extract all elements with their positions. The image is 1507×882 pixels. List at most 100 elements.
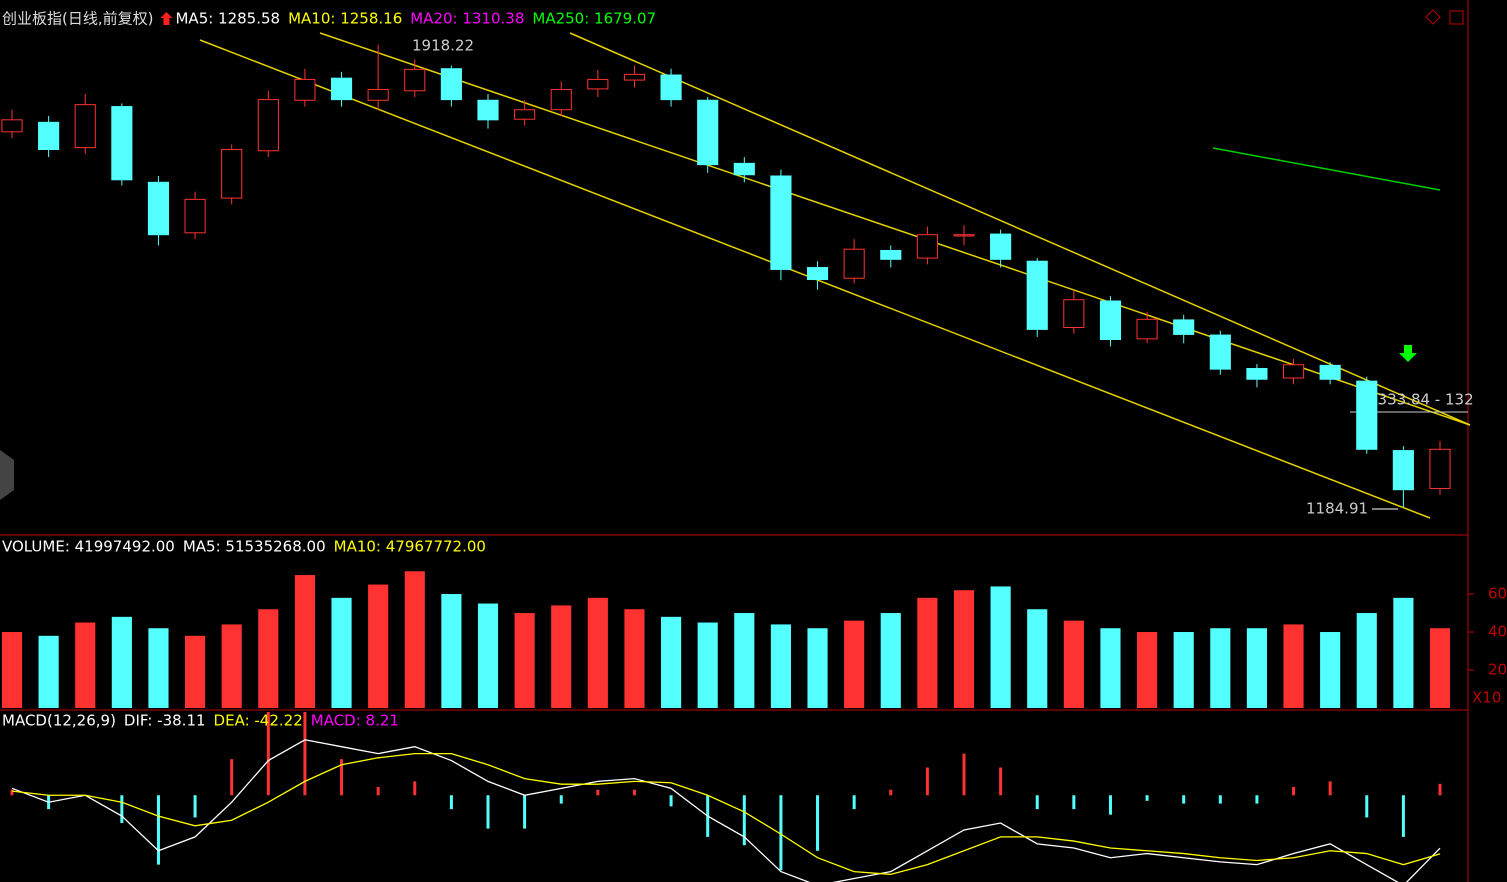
candle-body bbox=[880, 249, 902, 260]
volume-bar bbox=[185, 635, 206, 708]
legend-entry: MACD: 8.21 bbox=[311, 712, 399, 730]
legend-entry: MA250: 1679.07 bbox=[532, 10, 656, 28]
legend-entry: MA5: 1285.58 bbox=[175, 10, 280, 28]
volume-bar bbox=[404, 571, 425, 708]
volume-bar bbox=[1429, 628, 1451, 708]
legend-entry: MACD(12,26,9) bbox=[2, 712, 116, 730]
candle-body bbox=[74, 104, 96, 149]
volume-bar bbox=[734, 613, 755, 708]
candle-body bbox=[147, 181, 170, 236]
volume-bar bbox=[770, 624, 791, 708]
candle-body bbox=[697, 99, 719, 166]
unit-label: X10 bbox=[1472, 689, 1501, 707]
legend-entry: VOLUME: 41997492.00 bbox=[2, 538, 175, 556]
volume-bar bbox=[1393, 597, 1414, 708]
candle-body bbox=[806, 267, 829, 281]
legend-entry: DIF: -38.11 bbox=[124, 712, 206, 730]
volume-bar bbox=[148, 628, 169, 708]
candle-body bbox=[843, 248, 865, 279]
volume-bar bbox=[1137, 632, 1158, 708]
candle-body bbox=[330, 77, 353, 101]
volume-bar bbox=[1320, 632, 1341, 708]
volume-bar bbox=[514, 613, 535, 708]
volume-bar bbox=[1063, 620, 1084, 708]
legend-entry: MA10: 1258.16 bbox=[288, 10, 402, 28]
volume-bar bbox=[624, 609, 645, 708]
channel-line bbox=[319, 32, 1471, 426]
candle-body bbox=[990, 233, 1012, 260]
candle-body bbox=[623, 73, 646, 81]
candle-body bbox=[111, 106, 133, 181]
volume-bar bbox=[1, 632, 23, 708]
down-arrow-icon bbox=[1399, 345, 1417, 362]
candle-body bbox=[1282, 364, 1305, 379]
y-tick-label: 60 bbox=[1488, 585, 1507, 603]
candle-body bbox=[440, 68, 462, 101]
volume-bar bbox=[441, 594, 462, 708]
volume-bar bbox=[75, 622, 96, 708]
candle-body bbox=[477, 99, 499, 121]
candle-body bbox=[953, 234, 975, 237]
channel-line bbox=[569, 32, 1471, 426]
volume-bar bbox=[880, 613, 901, 708]
volume-bar bbox=[1100, 628, 1121, 708]
volume-bar bbox=[844, 620, 865, 708]
volume-bar bbox=[1210, 628, 1231, 708]
candle-body bbox=[1209, 334, 1231, 370]
volume-bar bbox=[1173, 632, 1194, 708]
y-tick-label: 20 bbox=[1488, 661, 1507, 679]
candle-body bbox=[1429, 448, 1451, 489]
candle-body bbox=[184, 198, 206, 234]
candle-body bbox=[550, 89, 572, 111]
annotation: 1918.22 bbox=[412, 37, 474, 55]
volume-bar bbox=[551, 605, 572, 708]
candle-body bbox=[1173, 319, 1195, 335]
candle-body bbox=[1246, 368, 1268, 380]
candle-body bbox=[404, 68, 426, 92]
candle-body bbox=[660, 74, 682, 101]
candle-body bbox=[1392, 450, 1414, 491]
macd-line bbox=[11, 752, 1441, 876]
ma250-line bbox=[1212, 147, 1441, 191]
volume-bar bbox=[368, 584, 389, 708]
candle-body bbox=[1063, 299, 1085, 328]
legend-entry: MA5: 51535268.00 bbox=[183, 538, 326, 556]
candle-body bbox=[587, 78, 609, 90]
volume-bar bbox=[258, 609, 279, 708]
macd-line bbox=[11, 739, 1441, 882]
chart-title: 创业板指(日线,前复权) bbox=[2, 10, 153, 28]
candle-body bbox=[770, 175, 792, 270]
candle-body bbox=[916, 234, 938, 259]
candle-body bbox=[514, 109, 536, 120]
candle-body bbox=[1026, 260, 1048, 330]
volume-bar bbox=[294, 575, 315, 708]
window-icon[interactable] bbox=[1449, 10, 1464, 25]
candle-body bbox=[38, 121, 60, 150]
volume-bar bbox=[111, 616, 132, 708]
volume-bar bbox=[477, 603, 499, 708]
volume-bar bbox=[807, 628, 828, 708]
candle-body bbox=[1099, 300, 1122, 340]
legend-entry: MA10: 47967772.00 bbox=[334, 538, 486, 556]
candle-body bbox=[1136, 318, 1158, 340]
volume-bar bbox=[1356, 613, 1377, 708]
volume-bar bbox=[331, 597, 352, 708]
candle-body bbox=[294, 78, 316, 101]
up-arrow-icon bbox=[160, 12, 173, 25]
candle-body bbox=[1319, 364, 1341, 380]
volume-bar bbox=[221, 624, 242, 708]
y-tick-label: 40 bbox=[1488, 623, 1507, 641]
side-handle[interactable] bbox=[0, 450, 14, 500]
volume-bar bbox=[661, 616, 682, 708]
window-icon[interactable] bbox=[1425, 9, 1441, 25]
legend-entry: DEA: -42.22 bbox=[214, 712, 303, 730]
volume-bar bbox=[917, 597, 938, 708]
candle-body bbox=[257, 99, 279, 152]
candle-body bbox=[367, 89, 389, 101]
candle-body bbox=[733, 162, 755, 176]
volume-bar bbox=[697, 622, 718, 708]
annotation: 1184.91 bbox=[1306, 500, 1368, 518]
